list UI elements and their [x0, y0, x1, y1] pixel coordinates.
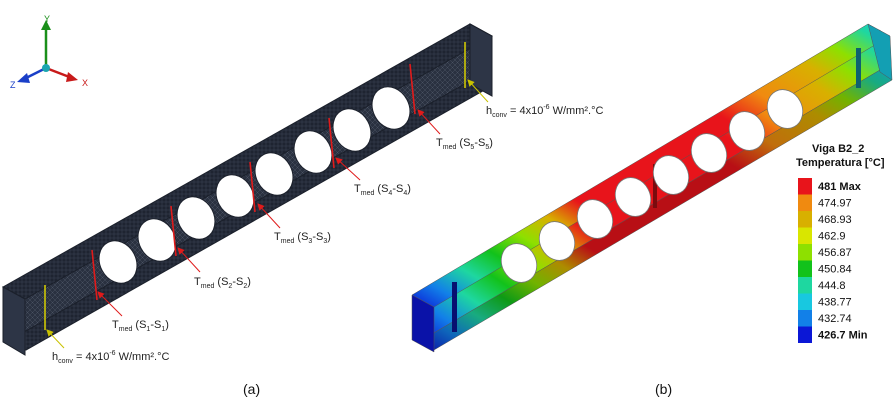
hconv-label-left: hconv = 4x10-6 W/mm².°C	[52, 350, 169, 365]
legend-label: 462.9	[818, 231, 846, 243]
axes-triad: Y X Z	[10, 14, 88, 90]
legend-label: 481 Max	[818, 181, 862, 193]
legend-items: 481 Max 474.97 468.93 462.9 456.87 450.84 444.…	[798, 178, 868, 343]
legend-label: 438.77	[818, 297, 852, 309]
legend-title-2: Temperatura [°C]	[796, 157, 885, 169]
leader-arrows	[46, 79, 489, 349]
legend-title-1: Viga B2_2	[812, 143, 864, 155]
caption-a: (a)	[243, 381, 260, 397]
section-label-5: Tmed (S5-S5)	[436, 137, 493, 151]
caption-b: (b)	[655, 381, 672, 397]
temperature-legend: Viga B2_2 Temperatura [°C] 481 Max 474.97…	[796, 143, 885, 343]
x-axis-label: X	[82, 78, 88, 88]
section-label-4: Tmed (S4-S4)	[354, 183, 411, 197]
legend-swatch	[798, 260, 812, 277]
legend-swatch	[798, 310, 812, 327]
hconv-label-right: hconv = 4x10-6 W/mm².°C	[486, 104, 603, 119]
legend-swatch	[798, 326, 812, 343]
legend-label: 468.93	[818, 214, 852, 226]
legend-label: 432.74	[818, 313, 852, 325]
legend-label: 450.84	[818, 264, 852, 276]
legend-label: 444.8	[818, 280, 846, 292]
legend-swatch	[798, 293, 812, 310]
legend-label: 474.97	[818, 198, 852, 210]
y-axis-label: Y	[44, 14, 50, 24]
legend-swatch	[798, 227, 812, 244]
section-label-3: Tmed (S3-S3)	[274, 231, 331, 245]
legend-label: 426.7 Min	[818, 330, 868, 342]
legend-swatch	[798, 178, 812, 195]
legend-swatch	[798, 244, 812, 261]
legend-label: 456.87	[818, 247, 852, 259]
section-cuts	[91, 63, 416, 301]
legend-swatch	[798, 194, 812, 211]
temperature-beam-openings	[500, 89, 804, 283]
section-labels: Tmed (S1-S1) Tmed (S2-S2) Tmed (S3-S3) T…	[52, 104, 603, 365]
section-label-1: Tmed (S1-S1)	[112, 319, 169, 333]
section-label-2: Tmed (S2-S2)	[194, 276, 251, 290]
legend-swatch	[798, 211, 812, 228]
beam-openings	[98, 86, 411, 284]
legend-swatch	[798, 277, 812, 294]
z-axis-label: Z	[10, 80, 16, 90]
